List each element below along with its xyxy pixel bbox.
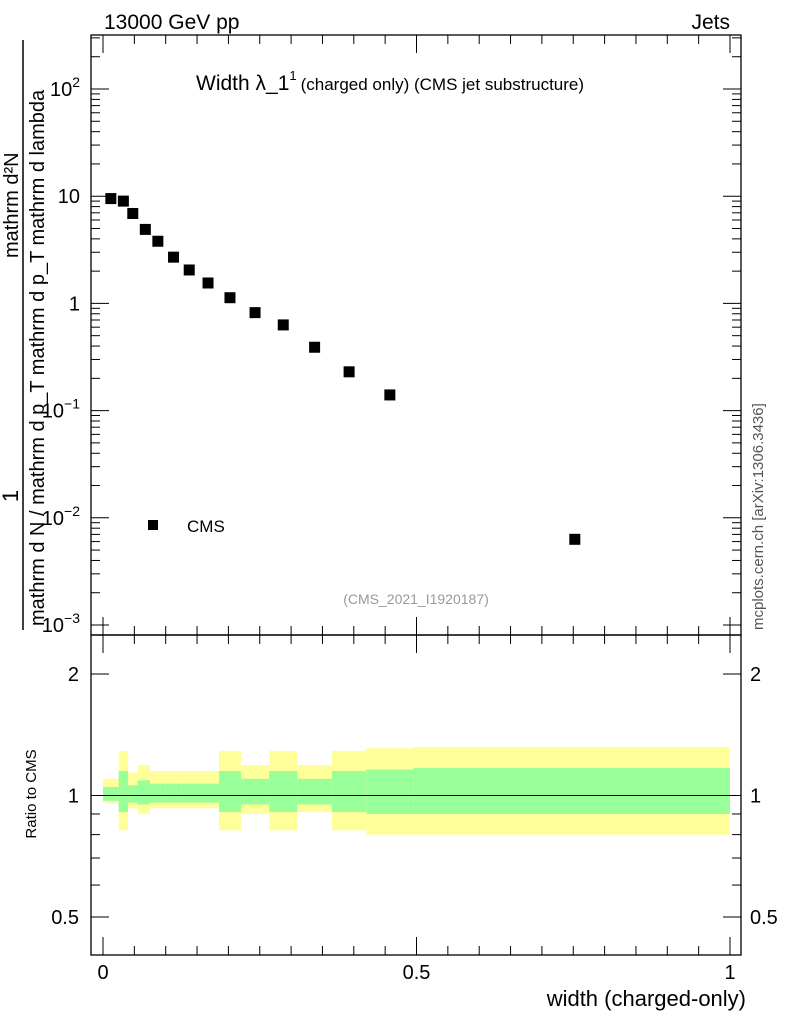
data-point (139, 223, 151, 235)
y-tick-label: 102 (50, 74, 80, 101)
data-point (105, 193, 117, 205)
lower-ylabel: Ratio to CMS (23, 749, 40, 838)
upper-axis-ticks: 10−3 10−2 10−1 1 10 102 (42, 35, 741, 637)
ratio-bands (103, 746, 730, 835)
header-right: Jets (691, 11, 730, 34)
plot-title-sup: 1 (289, 68, 296, 83)
plot-title-main: Width λ_1 (196, 72, 289, 95)
data-point (127, 207, 139, 219)
inner-band-bin (137, 780, 151, 805)
data-point (224, 292, 236, 304)
data-point (309, 341, 321, 353)
inner-band-bin (269, 771, 298, 813)
ratio-y-tick-label-right: 2 (750, 664, 761, 686)
inner-band-bin (218, 771, 241, 813)
plot-title: Width λ_11 (charged only) (CMS jet substr… (196, 68, 584, 95)
y-tick-label: 10−1 (42, 396, 80, 423)
data-point (277, 319, 289, 331)
data-point (117, 195, 129, 207)
data-point (569, 533, 581, 545)
y-tick-label: 1 (69, 293, 80, 315)
ratio-y-tick-label-left: 2 (68, 664, 79, 686)
inner-band-bin (366, 769, 414, 814)
legend-label: CMS (187, 517, 225, 536)
inner-band-bin (128, 785, 138, 803)
y-tick-label: 10 (58, 186, 80, 208)
ylabel-numerator: 1 (0, 490, 23, 502)
inner-band-bin (297, 778, 332, 805)
data-point (152, 235, 164, 247)
lower-axis-ticks: 0.5 0.5 1 1 2 2 0 0.5 1 (51, 635, 778, 984)
upper-data-points (105, 193, 581, 545)
y-tick-label: 10−2 (42, 503, 80, 530)
legend-marker (148, 520, 158, 530)
inner-band-bin (197, 783, 219, 803)
inner-band-bin (103, 786, 119, 801)
x-axis-label: width (charged-only) (546, 986, 746, 1011)
inner-band-bin (165, 783, 182, 803)
upper-ylabel: 1 mathrm d N / mathrm d p_T mathrm d p_T… (0, 40, 49, 630)
ylabel-denominator: mathrm d N / mathrm d p_T mathrm d p_T m… (27, 89, 49, 626)
inner-band-bin (150, 783, 166, 803)
ratio-y-tick-label-right: 0.5 (750, 907, 778, 929)
data-point (384, 389, 396, 401)
plot-title-sub: (charged only) (CMS jet substructure) (301, 75, 584, 94)
inner-band-bin (331, 771, 367, 813)
ylabel-d2n: mathrm d²N (1, 152, 23, 258)
data-point (343, 366, 355, 378)
data-point (249, 307, 261, 319)
inner-band-bin (181, 783, 198, 803)
inner-band-bin (413, 767, 730, 814)
x-tick-label: 0 (97, 962, 108, 984)
y-tick-label: 10−3 (42, 610, 80, 637)
x-tick-label: 0.5 (403, 962, 431, 984)
ratio-y-tick-label-right: 1 (750, 786, 761, 808)
data-point (183, 264, 195, 276)
ratio-y-tick-label-left: 1 (68, 786, 79, 808)
upper-frame (90, 34, 742, 636)
side-label: mcplots.cern.ch [arXiv:1306.3436] (750, 403, 767, 630)
ratio-y-tick-label-left: 0.5 (51, 907, 79, 929)
data-point (168, 251, 180, 263)
inner-band-bin (240, 778, 270, 805)
x-tick-label: 1 (724, 962, 735, 984)
analysis-watermark: (CMS_2021_I1920187) (343, 591, 489, 607)
header-left: 13000 GeV pp (104, 11, 239, 34)
data-point (202, 277, 214, 289)
inner-band-bin (118, 771, 129, 813)
